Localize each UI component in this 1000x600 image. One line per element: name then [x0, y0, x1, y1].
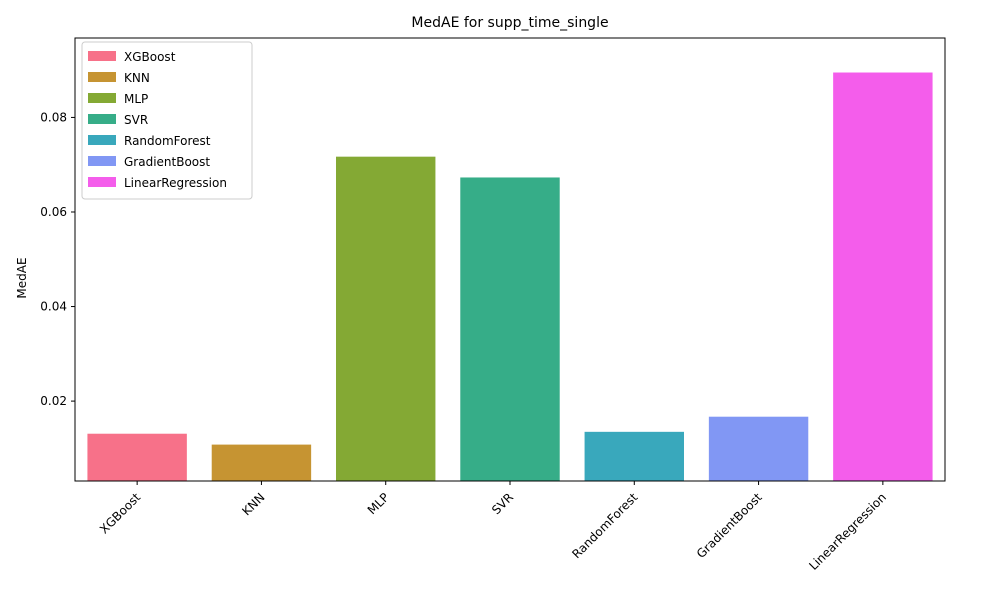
bar-svr: [460, 177, 560, 481]
legend-swatch-mlp: [88, 93, 116, 103]
chart-title: MedAE for supp_time_single: [411, 15, 608, 31]
legend: XGBoost KNN MLP SVR RandomForest GradientBoos…: [81, 41, 253, 200]
y-axis: 0.02 0.04 0.06 0.08: [40, 110, 75, 408]
legend-swatch-xgboost: [88, 51, 116, 61]
y-tick-label: 0.04: [40, 300, 67, 314]
x-tick-label: XGBoost: [97, 490, 143, 536]
bar-xgboost: [87, 433, 187, 481]
legend-swatch-knn: [88, 72, 116, 82]
y-tick-label: 0.02: [40, 394, 67, 408]
bar-gradientboost: [708, 416, 809, 481]
plot-frame: [74, 37, 946, 482]
x-tick-label: RandomForest: [569, 490, 640, 561]
legend-swatch-linearregression: [88, 177, 116, 187]
x-tick-label: SVR: [489, 490, 516, 517]
legend-label: XGBoost: [124, 50, 176, 64]
legend-label: MLP: [124, 92, 148, 106]
legend-box: [81, 41, 253, 200]
bar-linearregression: [833, 72, 933, 482]
x-axis: XGBoost KNN MLP SVR RandomForest GradientBoos…: [97, 481, 889, 573]
legend-swatch-gradientboost: [88, 156, 116, 166]
x-tick-label: LinearRegression: [806, 490, 889, 573]
legend-label: GradientBoost: [124, 155, 210, 169]
legend-label: LinearRegression: [124, 176, 227, 190]
y-tick-label: 0.08: [40, 110, 67, 124]
y-tick-label: 0.06: [40, 205, 67, 219]
y-axis-label: MedAE: [15, 257, 29, 298]
x-tick-label: MLP: [365, 490, 392, 517]
legend-label: SVR: [124, 113, 148, 127]
bar-mlp: [336, 156, 436, 481]
x-tick-label: GradientBoost: [694, 490, 765, 561]
legend-label: KNN: [124, 71, 150, 85]
x-tick-label: KNN: [239, 490, 267, 518]
legend-swatch-svr: [88, 114, 116, 124]
bars-group: [87, 72, 933, 482]
legend-label: RandomForest: [124, 134, 211, 148]
bar-knn: [211, 444, 312, 481]
bar-randomforest: [584, 431, 684, 481]
legend-swatch-randomforest: [88, 135, 116, 145]
